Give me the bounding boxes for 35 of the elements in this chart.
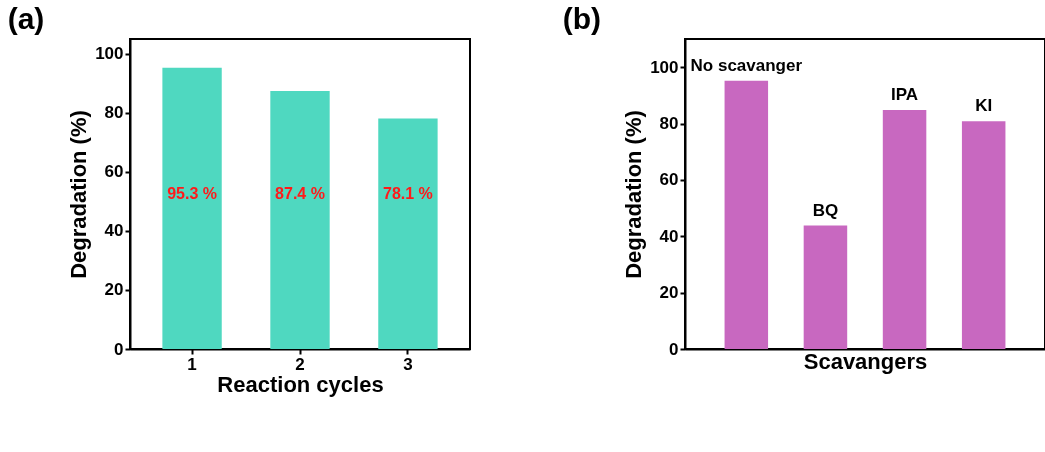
y-axis-title: Degradation (%) (66, 110, 92, 279)
bar (162, 67, 222, 349)
y-tick-label: 40 (104, 221, 124, 241)
bar (724, 80, 769, 349)
data-label: 78.1 % (383, 185, 433, 202)
y-tick-label: 100 (95, 44, 124, 64)
x-tick-label: 1 (187, 354, 197, 374)
x-tick-label: IPA (891, 85, 919, 105)
x-tick-label: No scavanger (690, 55, 803, 75)
y-tick-label: 60 (659, 170, 679, 190)
bar (961, 121, 1006, 349)
x-tick-label: KI (975, 96, 993, 116)
bar (803, 225, 848, 349)
x-tick-label: 2 (295, 354, 305, 374)
x-tick-label: BQ (812, 200, 839, 220)
bar (378, 118, 438, 349)
y-tick-label: 40 (659, 226, 679, 246)
y-axis-title: Degradation (%) (621, 110, 647, 279)
x-tick-label: 3 (403, 354, 413, 374)
x-axis-title: Reaction cycles (217, 371, 384, 397)
data-label: 87.4 % (275, 185, 325, 202)
y-tick-label: 0 (114, 339, 124, 359)
y-tick-label: 20 (659, 283, 679, 303)
bar (270, 90, 330, 349)
y-tick-label: 100 (650, 57, 679, 77)
y-tick-label: 20 (104, 280, 124, 300)
x-axis-title: Scavangers (803, 348, 928, 374)
y-tick-label: 80 (659, 114, 679, 134)
y-tick-label: 0 (669, 339, 679, 359)
y-tick-label: 60 (104, 162, 124, 182)
bar (882, 110, 927, 349)
chart-title: (a) (7, 2, 45, 35)
chart-title: (b) (562, 2, 601, 35)
y-tick-label: 80 (104, 103, 124, 123)
data-label: 95.3 % (167, 185, 217, 202)
